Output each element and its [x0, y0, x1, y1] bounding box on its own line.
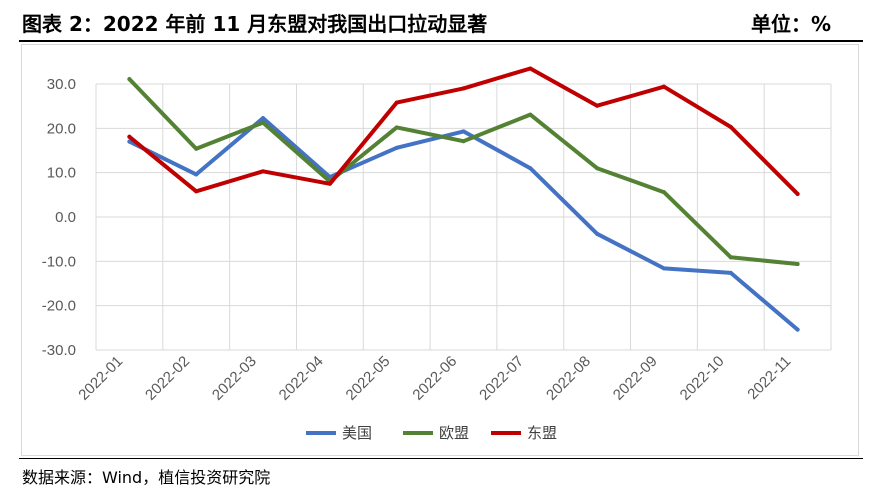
- data-point: [261, 169, 266, 174]
- y-tick-label: -20.0: [42, 298, 76, 315]
- data-point: [728, 270, 733, 275]
- chart-frame: [21, 44, 859, 456]
- data-point: [261, 120, 266, 125]
- data-point: [394, 125, 399, 130]
- data-point: [194, 146, 199, 151]
- x-tick-label: 2022-11: [744, 353, 794, 403]
- y-tick-label: 20.0: [47, 120, 76, 137]
- data-point: [127, 77, 132, 82]
- x-tick-label: 2022-07: [476, 353, 527, 404]
- data-point: [728, 125, 733, 130]
- x-tick-label: 2022-03: [209, 353, 260, 404]
- y-tick-label: 10.0: [47, 165, 76, 182]
- data-point: [661, 84, 666, 89]
- y-tick-label: 30.0: [47, 76, 76, 93]
- data-point: [728, 255, 733, 260]
- y-tick-label: 0.0: [55, 209, 76, 226]
- data-point: [528, 112, 533, 117]
- data-point: [394, 100, 399, 105]
- x-tick-label: 2022-05: [343, 353, 394, 404]
- bottom-rule: [19, 458, 863, 459]
- x-axis: 2022-01 2022-02 2022-03 2022-04 2022-05 2022-…: [75, 353, 794, 404]
- data-point: [795, 327, 800, 332]
- data-point: [595, 231, 600, 236]
- x-tick-label: 2022-08: [543, 353, 594, 404]
- grid-layer: [95, 83, 832, 351]
- header: 图表 2：2022 年前 11 月东盟对我国出口拉动显著 单位：%: [0, 0, 869, 40]
- data-point: [327, 181, 332, 186]
- y-tick-label: -30.0: [42, 342, 76, 359]
- data-point: [127, 134, 132, 139]
- x-tick-label: 2022-01: [75, 353, 126, 404]
- top-rule: [19, 40, 863, 42]
- series-layer: [127, 66, 800, 332]
- legend-label: 东盟: [527, 424, 557, 442]
- y-axis: 30.0 20.0 10.0 0.0 -10.0 -20.0 -30.0: [42, 76, 76, 359]
- legend: 美国 欧盟 东盟: [306, 424, 557, 442]
- source-note: 数据来源：Wind，植信投资研究院: [22, 468, 271, 487]
- legend-label: 欧盟: [439, 424, 469, 442]
- data-point: [795, 191, 800, 196]
- data-point: [127, 139, 132, 144]
- unit-label: 单位：%: [750, 12, 831, 36]
- data-point: [394, 145, 399, 150]
- data-point: [461, 129, 466, 134]
- data-point: [661, 266, 666, 271]
- data-point: [528, 166, 533, 171]
- data-point: [595, 166, 600, 171]
- x-tick-label: 2022-02: [142, 353, 193, 404]
- data-point: [595, 103, 600, 108]
- data-point: [528, 66, 533, 71]
- y-tick-label: -10.0: [42, 253, 76, 270]
- legend-label: 美国: [342, 424, 372, 442]
- x-tick-label: 2022-10: [677, 353, 728, 404]
- chart-title: 图表 2：2022 年前 11 月东盟对我国出口拉动显著: [22, 12, 488, 36]
- x-tick-label: 2022-06: [409, 353, 460, 404]
- data-point: [795, 261, 800, 266]
- data-point: [194, 189, 199, 194]
- data-point: [461, 86, 466, 91]
- x-tick-label: 2022-04: [276, 353, 327, 404]
- data-point: [661, 190, 666, 195]
- x-tick-label: 2022-09: [610, 353, 661, 404]
- data-point: [261, 116, 266, 121]
- data-point: [194, 172, 199, 177]
- data-point: [461, 139, 466, 144]
